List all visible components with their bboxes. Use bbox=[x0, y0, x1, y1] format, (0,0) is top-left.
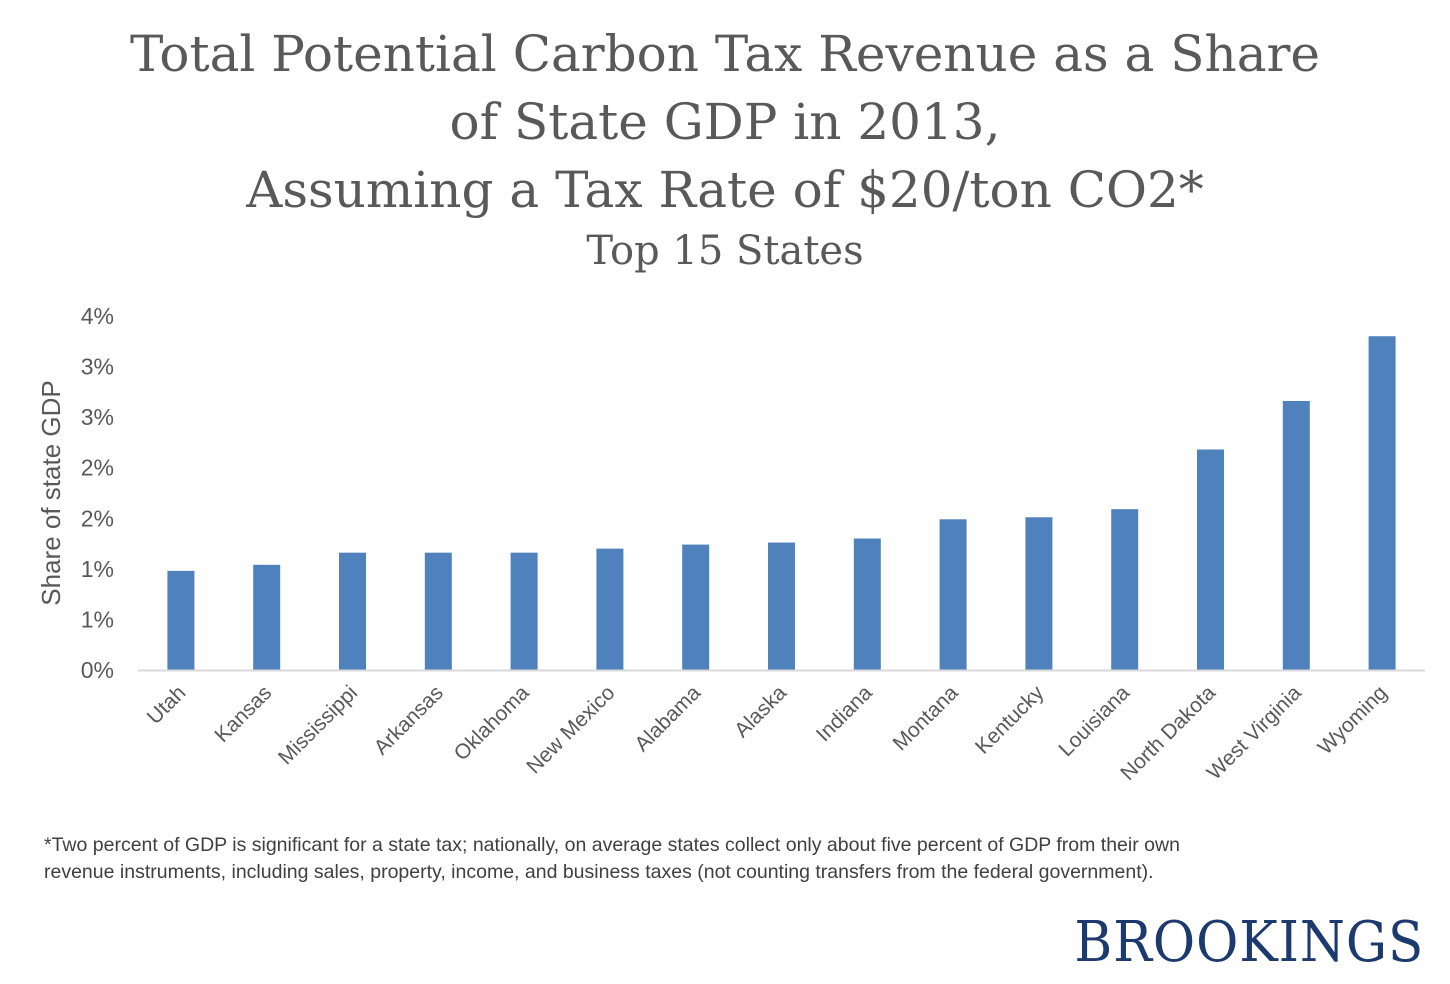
bar-alabama bbox=[682, 544, 710, 670]
brookings-logo: BROOKINGS bbox=[1074, 910, 1424, 975]
bar-arkansas bbox=[424, 552, 452, 670]
chart-title-line-2: of State GDP in 2013, bbox=[449, 93, 1001, 151]
x-tick-label: Louisiana bbox=[1054, 681, 1134, 761]
x-tick-label: Utah bbox=[143, 681, 191, 729]
x-tick-label: Oklahoma bbox=[450, 681, 534, 765]
x-tick-label: Montana bbox=[889, 681, 963, 755]
chart-title-line-3: Assuming a Tax Rate of $20/ton CO2* bbox=[246, 161, 1204, 219]
bar-utah bbox=[167, 570, 195, 670]
x-tick-label: Kansas bbox=[210, 681, 276, 747]
bar-north-dakota bbox=[1197, 449, 1224, 670]
y-tick-label: 1% bbox=[81, 606, 114, 632]
bars bbox=[167, 336, 1396, 670]
bar-wyoming bbox=[1368, 336, 1396, 670]
y-tick-label: 0% bbox=[81, 657, 114, 683]
x-tick-label: Indiana bbox=[812, 681, 877, 746]
x-tick-label: Wyoming bbox=[1314, 681, 1392, 759]
bar-alaska bbox=[768, 542, 795, 670]
y-tick-label: 2% bbox=[81, 455, 114, 481]
chart-subtitle: Top 15 States bbox=[586, 228, 864, 274]
y-tick-label: 1% bbox=[81, 556, 114, 582]
x-tick-label: Alabama bbox=[630, 681, 705, 756]
y-tick-label: 2% bbox=[81, 505, 114, 531]
x-tick-label: Alaska bbox=[730, 681, 791, 742]
x-tick-label: Kentucky bbox=[971, 681, 1049, 759]
bar-kentucky bbox=[1025, 517, 1053, 670]
bar-mississippi bbox=[339, 552, 366, 670]
y-tick-label: 4% bbox=[81, 303, 114, 329]
x-tick-label: Arkansas bbox=[370, 681, 448, 759]
bar-west-virginia bbox=[1282, 400, 1310, 670]
bar-oklahoma bbox=[510, 552, 538, 670]
footnote: *Two percent of GDP is significant for a… bbox=[44, 834, 1180, 883]
y-tick-label: 3% bbox=[81, 354, 114, 380]
x-tick-label: Mississippi bbox=[274, 681, 362, 769]
bar-louisiana bbox=[1111, 509, 1139, 670]
bar-kansas bbox=[253, 564, 281, 670]
chart-title-line-1: Total Potential Carbon Tax Revenue as a … bbox=[129, 25, 1321, 83]
bar-montana bbox=[939, 519, 967, 670]
x-tick-label: New Mexico bbox=[522, 681, 619, 778]
y-axis-title: Share of state GDP bbox=[36, 380, 66, 605]
y-axis: 0% 1% 1% 2% 2% 3% 3% 4% bbox=[81, 303, 114, 683]
y-tick-label: 3% bbox=[81, 404, 114, 430]
bar-new-mexico bbox=[596, 548, 624, 670]
bar-indiana bbox=[853, 538, 881, 670]
